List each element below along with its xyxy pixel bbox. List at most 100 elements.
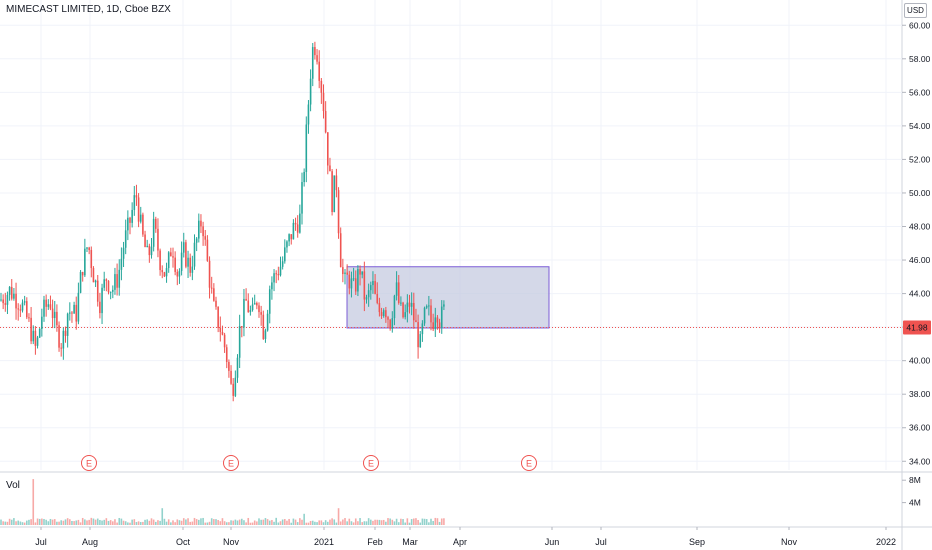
candle-body bbox=[309, 78, 312, 105]
candle-body bbox=[253, 302, 256, 305]
time-tick-label: 2022 bbox=[876, 537, 896, 547]
candle-body bbox=[112, 289, 114, 292]
candle-body bbox=[135, 195, 138, 198]
candle-body bbox=[28, 317, 30, 319]
candle-body bbox=[344, 272, 346, 275]
candle-body bbox=[346, 272, 348, 275]
earnings-marker[interactable]: E bbox=[363, 455, 379, 471]
candle-body bbox=[96, 280, 99, 302]
volume-bar bbox=[79, 522, 82, 525]
volume-bar bbox=[206, 522, 209, 525]
volume-bar bbox=[408, 522, 411, 525]
time-tick-label: Apr bbox=[453, 537, 467, 547]
candle-body bbox=[99, 301, 101, 314]
candle-body bbox=[178, 270, 181, 277]
volume-bar bbox=[49, 518, 52, 525]
volume-bar bbox=[202, 517, 204, 525]
candle-body bbox=[161, 270, 164, 273]
volume-bar bbox=[284, 519, 286, 525]
candle-body bbox=[165, 268, 168, 277]
candle-body bbox=[342, 267, 344, 275]
candle-body bbox=[385, 310, 387, 318]
candle-body bbox=[413, 302, 415, 321]
candle-body bbox=[234, 377, 237, 396]
earnings-marker[interactable]: E bbox=[81, 455, 97, 471]
volume-bar bbox=[370, 519, 372, 525]
volume-bar bbox=[393, 521, 396, 525]
candle-body bbox=[305, 124, 308, 172]
volume-bar bbox=[200, 518, 202, 525]
currency-button[interactable]: USD bbox=[904, 3, 927, 18]
candle-body bbox=[361, 271, 363, 275]
time-tick-label: Oct bbox=[176, 537, 191, 547]
price-tick-label: 36.00 bbox=[909, 423, 931, 433]
volume-bar bbox=[406, 518, 409, 525]
candle-body bbox=[8, 286, 11, 295]
volume-bar bbox=[301, 519, 303, 525]
time-axis[interactable]: Jul Aug Oct Nov 2021 Feb Mar Apr Jun Jul Sep Nov 202… bbox=[35, 527, 896, 547]
volume-tick-label: 4M bbox=[909, 498, 921, 508]
candle-body bbox=[230, 370, 232, 384]
volume-bar bbox=[0, 519, 2, 525]
candle-body bbox=[21, 302, 24, 311]
volume-bar bbox=[245, 522, 247, 525]
price-tick-label: 60.00 bbox=[909, 20, 931, 30]
candle-body bbox=[232, 383, 234, 396]
volume-bar bbox=[219, 521, 222, 525]
earnings-marker-label: E bbox=[526, 459, 532, 469]
candle-body bbox=[350, 278, 353, 289]
volume-bar bbox=[131, 519, 133, 525]
volume-bar bbox=[36, 518, 39, 525]
volume-bar bbox=[15, 521, 17, 525]
volume-bar bbox=[382, 519, 385, 525]
time-tick-label: Sep bbox=[689, 537, 705, 547]
candle-body bbox=[191, 266, 194, 273]
candle-body bbox=[142, 214, 144, 235]
price-tick-label: 40.00 bbox=[909, 356, 931, 366]
candle-body bbox=[348, 274, 351, 289]
candle-body bbox=[34, 330, 37, 346]
volume-bar bbox=[346, 521, 348, 525]
volume-bar bbox=[361, 522, 363, 525]
volume-bar bbox=[43, 518, 45, 525]
volume-bar bbox=[165, 521, 168, 525]
candle-body bbox=[176, 271, 179, 277]
volume-bar bbox=[397, 522, 400, 525]
price-tick-label: 48.00 bbox=[909, 222, 931, 232]
earnings-marker[interactable]: E bbox=[521, 455, 537, 471]
volume-bar bbox=[56, 521, 58, 525]
time-tick-label: Jul bbox=[595, 537, 607, 547]
candle-body bbox=[372, 281, 374, 286]
candle-body bbox=[279, 266, 282, 276]
volume-bar bbox=[6, 521, 9, 525]
candle-body bbox=[284, 247, 286, 262]
earnings-marker[interactable]: E bbox=[223, 455, 239, 471]
volume-bar bbox=[292, 518, 295, 525]
candle-body bbox=[365, 297, 368, 300]
last-price-label: 41.98 bbox=[906, 322, 928, 332]
candle-body bbox=[419, 334, 422, 348]
volume-bar bbox=[172, 520, 174, 525]
candle-body bbox=[391, 318, 394, 329]
candle-body bbox=[339, 233, 342, 268]
volume-bar bbox=[387, 518, 389, 525]
volume-bar bbox=[402, 519, 404, 525]
earnings-marker-circle bbox=[363, 455, 379, 471]
candle-body bbox=[144, 234, 146, 248]
candle-body bbox=[131, 209, 133, 223]
volume-bar bbox=[118, 517, 121, 525]
price-axis[interactable]: 60.00 58.00 56.00 54.00 52.00 50.00 48.00 46.00… bbox=[902, 20, 931, 508]
volume-bar bbox=[354, 518, 357, 525]
volume-bar bbox=[243, 520, 245, 525]
volume-bar bbox=[436, 518, 439, 525]
candle-body bbox=[281, 261, 284, 267]
candle-body bbox=[43, 299, 45, 317]
volume-bar bbox=[86, 520, 88, 525]
candle-body bbox=[122, 247, 125, 259]
candle-body bbox=[374, 281, 376, 294]
candle-body bbox=[425, 306, 428, 308]
candle-body bbox=[49, 304, 52, 309]
candle-body bbox=[367, 290, 370, 298]
price-tick-label: 52.00 bbox=[909, 154, 931, 164]
